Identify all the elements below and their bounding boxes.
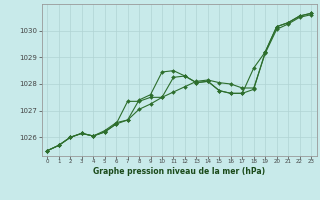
X-axis label: Graphe pression niveau de la mer (hPa): Graphe pression niveau de la mer (hPa) [93, 167, 265, 176]
